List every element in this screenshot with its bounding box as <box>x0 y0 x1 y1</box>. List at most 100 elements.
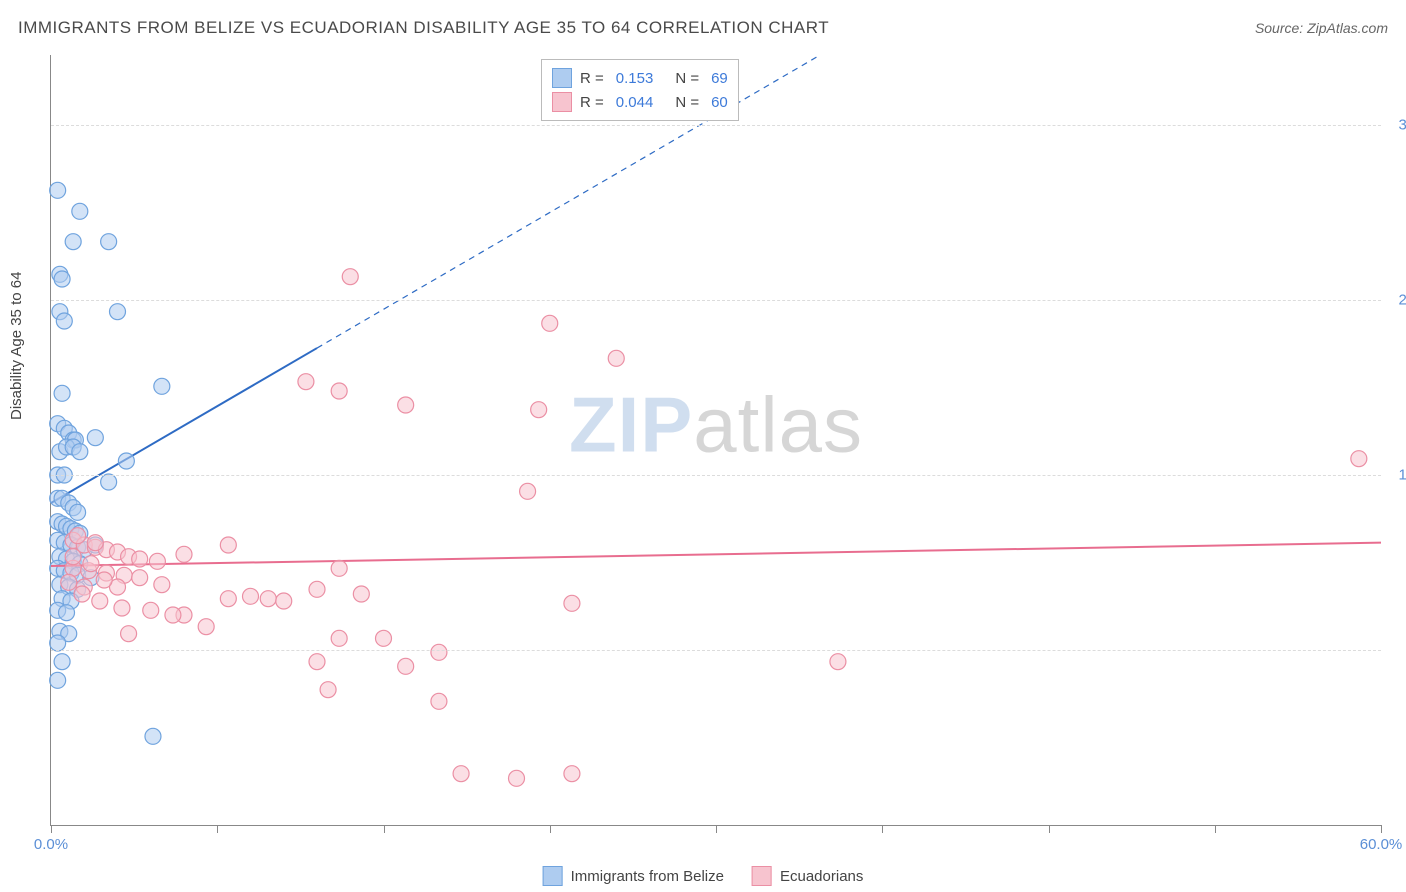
source-attribution: Source: ZipAtlas.com <box>1255 20 1388 36</box>
data-point <box>1351 451 1367 467</box>
data-point <box>320 682 336 698</box>
data-point <box>54 654 70 670</box>
data-point <box>149 553 165 569</box>
plot-area: ZIPatlas R =0.153N =69R =0.044N =60 7.5%… <box>50 55 1381 826</box>
series-name: Ecuadorians <box>780 868 863 885</box>
data-point <box>531 402 547 418</box>
r-value: 0.044 <box>616 94 654 111</box>
data-point <box>431 644 447 660</box>
data-point <box>520 483 536 499</box>
data-point <box>331 630 347 646</box>
data-point <box>54 271 70 287</box>
n-label: N = <box>675 70 699 87</box>
data-point <box>65 549 81 565</box>
x-tick <box>1049 825 1050 833</box>
data-point <box>110 304 126 320</box>
x-tick <box>217 825 218 833</box>
data-point <box>243 588 259 604</box>
data-point <box>398 658 414 674</box>
data-point <box>176 546 192 562</box>
correlation-legend: R = 0.153 N = 69 R = 0.044 N = 60 <box>541 59 739 121</box>
legend-swatch <box>552 92 572 112</box>
chart-header: IMMIGRANTS FROM BELIZE VS ECUADORIAN DIS… <box>18 18 1388 38</box>
data-point <box>220 591 236 607</box>
legend-row: R = 0.044 N = 60 <box>552 90 728 114</box>
x-tick-label: 60.0% <box>1360 836 1403 853</box>
data-point <box>509 770 525 786</box>
data-point <box>101 474 117 490</box>
data-point <box>564 766 580 782</box>
data-point <box>542 315 558 331</box>
data-point <box>70 528 86 544</box>
source-value: ZipAtlas.com <box>1307 20 1388 36</box>
data-point <box>114 600 130 616</box>
data-point <box>154 378 170 394</box>
data-point <box>198 619 214 635</box>
trend-line-solid <box>51 348 317 503</box>
data-point <box>276 593 292 609</box>
x-tick <box>716 825 717 833</box>
data-point <box>50 672 66 688</box>
data-point <box>331 383 347 399</box>
x-tick-label: 0.0% <box>34 836 68 853</box>
data-point <box>59 605 75 621</box>
x-tick <box>550 825 551 833</box>
data-point <box>87 430 103 446</box>
legend-item: Ecuadorians <box>752 866 863 886</box>
r-value: 0.153 <box>616 70 654 87</box>
data-point <box>331 560 347 576</box>
data-point <box>92 593 108 609</box>
data-point <box>342 269 358 285</box>
n-value: 69 <box>711 70 728 87</box>
scatter-plot <box>51 55 1381 825</box>
data-point <box>54 385 70 401</box>
n-value: 60 <box>711 94 728 111</box>
legend-row: R = 0.153 N = 69 <box>552 66 728 90</box>
data-point <box>132 551 148 567</box>
data-point <box>56 313 72 329</box>
data-point <box>220 537 236 553</box>
data-point <box>608 350 624 366</box>
data-point <box>309 581 325 597</box>
data-point <box>70 504 86 520</box>
x-tick <box>51 825 52 833</box>
data-point <box>118 453 134 469</box>
chart-title: IMMIGRANTS FROM BELIZE VS ECUADORIAN DIS… <box>18 18 829 38</box>
data-point <box>74 586 90 602</box>
legend-swatch <box>552 68 572 88</box>
data-point <box>376 630 392 646</box>
data-point <box>564 595 580 611</box>
data-point <box>154 577 170 593</box>
data-point <box>260 591 276 607</box>
data-point <box>453 766 469 782</box>
gridline <box>51 300 1381 301</box>
data-point <box>143 602 159 618</box>
y-tick-label: 7.5% <box>1386 642 1406 659</box>
legend-swatch <box>543 866 563 886</box>
data-point <box>132 570 148 586</box>
gridline <box>51 475 1381 476</box>
y-axis-label: Disability Age 35 to 64 <box>8 272 25 420</box>
trend-line-solid <box>51 543 1381 566</box>
data-point <box>298 374 314 390</box>
data-point <box>61 574 77 590</box>
data-point <box>50 182 66 198</box>
x-tick <box>384 825 385 833</box>
data-point <box>830 654 846 670</box>
r-label: R = <box>580 70 604 87</box>
data-point <box>101 234 117 250</box>
source-label: Source: <box>1255 20 1303 36</box>
data-point <box>165 607 181 623</box>
data-point <box>309 654 325 670</box>
data-point <box>353 586 369 602</box>
r-label: R = <box>580 94 604 111</box>
n-label: N = <box>675 94 699 111</box>
x-tick <box>1381 825 1382 833</box>
y-tick-label: 15.0% <box>1386 467 1406 484</box>
gridline <box>51 125 1381 126</box>
y-tick-label: 22.5% <box>1386 292 1406 309</box>
gridline <box>51 650 1381 651</box>
data-point <box>87 535 103 551</box>
data-point <box>96 572 112 588</box>
x-tick <box>1215 825 1216 833</box>
